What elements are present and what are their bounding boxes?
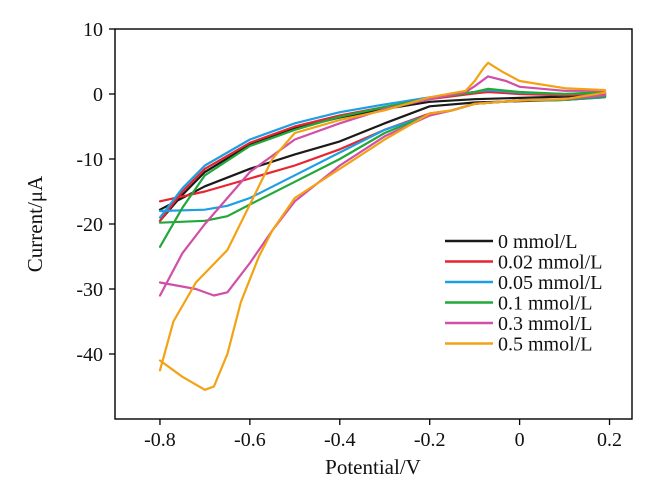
x-tick-label: -0.6	[234, 429, 266, 451]
legend-label-1: 0.02 mmol/L	[498, 252, 602, 274]
x-axis-label: Potential/V	[325, 455, 421, 479]
y-tick-label: -10	[76, 149, 103, 171]
legend-label-3: 0.1 mmol/L	[498, 293, 592, 315]
legend-label-5: 0.5 mmol/L	[498, 334, 592, 356]
y-axis-ticks: 10 0 -10 -20 -30 -40	[76, 19, 115, 366]
y-tick-label: -30	[76, 279, 103, 301]
x-tick-label: 0.2	[597, 429, 622, 451]
series-line-5	[158, 61, 607, 391]
series-layer	[158, 61, 607, 391]
y-tick-label: -40	[76, 344, 103, 366]
y-tick-label: 10	[83, 19, 103, 41]
x-tick-label: -0.2	[414, 429, 446, 451]
y-axis-label: Current/μA	[23, 175, 47, 272]
series-line-3	[158, 87, 607, 248]
legend-label-0: 0 mmol/L	[498, 231, 577, 253]
x-tick-label: -0.8	[144, 429, 176, 451]
legend-label-2: 0.05 mmol/L	[498, 272, 602, 294]
y-tick-label: -20	[76, 214, 103, 236]
legend-label-4: 0.3 mmol/L	[498, 313, 592, 335]
x-tick-label: 0	[515, 429, 525, 451]
y-tick-label: 0	[93, 84, 103, 106]
x-tick-label: -0.4	[324, 429, 356, 451]
x-axis-ticks: -0.8 -0.6 -0.4 -0.2 0 0.2	[144, 419, 622, 451]
legend: 0 mmol/L0.02 mmol/L0.05 mmol/L0.1 mmol/L…	[445, 231, 602, 356]
